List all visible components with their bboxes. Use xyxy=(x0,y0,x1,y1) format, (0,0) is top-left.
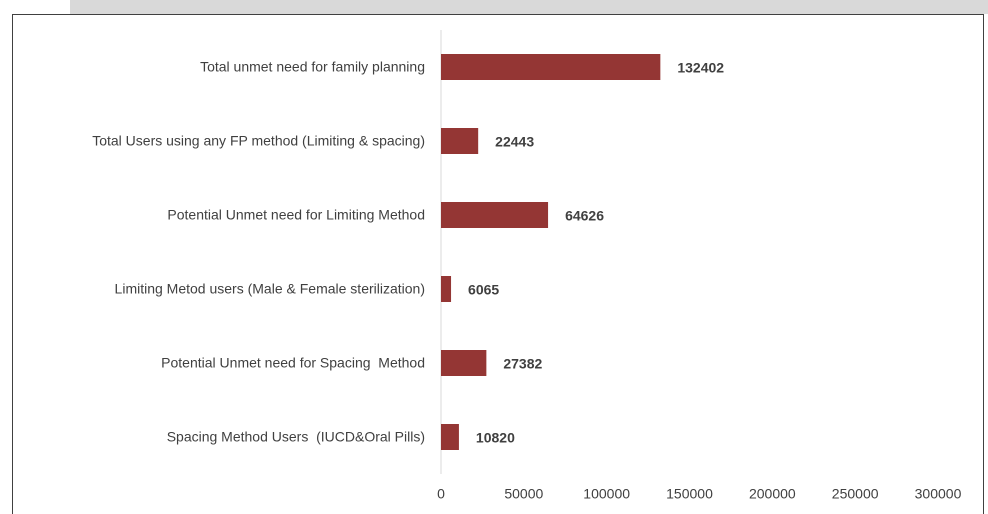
y-tick-label: Limiting Metod users (Male & Female ster… xyxy=(115,281,425,297)
x-tick-label: 50000 xyxy=(504,486,543,502)
value-label: 64626 xyxy=(565,208,604,224)
y-tick-label: Total unmet need for family planning xyxy=(200,59,425,75)
bar xyxy=(441,54,661,80)
value-label: 6065 xyxy=(468,282,499,298)
x-tick-label: 0 xyxy=(437,486,445,502)
x-tick-label: 300000 xyxy=(915,486,962,502)
bar xyxy=(441,350,487,376)
value-label: 22443 xyxy=(495,134,534,150)
x-tick-label: 150000 xyxy=(666,486,713,502)
bar xyxy=(441,276,452,302)
y-tick-label: Spacing Method Users (IUCD&Oral Pills) xyxy=(167,429,425,445)
bar xyxy=(441,424,459,450)
bar xyxy=(441,128,479,154)
x-tick-label: 100000 xyxy=(583,486,630,502)
y-tick-label: Total Users using any FP method (Limitin… xyxy=(92,133,425,149)
x-tick-label: 200000 xyxy=(749,486,796,502)
y-tick-label: Potential Unmet need for Spacing Method xyxy=(161,355,425,371)
value-label: 27382 xyxy=(503,356,542,372)
top-band xyxy=(70,0,988,14)
bar xyxy=(441,202,549,228)
x-tick-label: 250000 xyxy=(832,486,879,502)
y-tick-label: Potential Unmet need for Limiting Method xyxy=(167,207,425,223)
frame xyxy=(12,14,984,514)
value-label: 132402 xyxy=(677,60,724,76)
value-label: 10820 xyxy=(476,430,515,446)
